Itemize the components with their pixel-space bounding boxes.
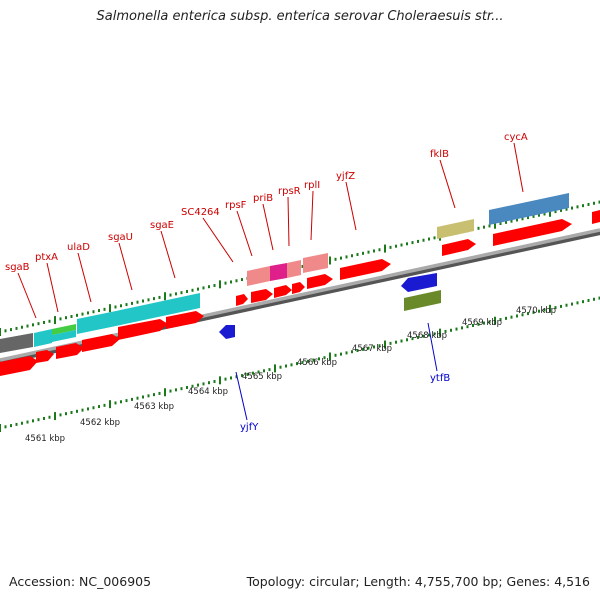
kbp-label: 4561 kbp — [25, 434, 65, 444]
cds-track-reverse — [219, 273, 441, 339]
leader-line — [345, 181, 357, 231]
cds-arrow — [118, 319, 168, 340]
gene-label-rplI: rplI — [304, 180, 320, 191]
gene-label-ytfB: ytfB — [430, 373, 450, 384]
feature-steelblue-cycA — [489, 193, 569, 225]
leader-line — [262, 203, 274, 251]
feature-pink-rpsR — [287, 260, 301, 278]
cds-arrow — [592, 210, 600, 224]
feature-magenta-priB — [270, 263, 287, 281]
cds-arrow — [442, 239, 476, 256]
gene-label-fklB: fklB — [430, 149, 449, 160]
leader-line — [427, 322, 438, 372]
kbp-label: 4567 kbp — [352, 344, 392, 354]
gene-label-sgaE: sgaE — [150, 220, 174, 231]
cds-arrow — [493, 219, 572, 246]
accession-text: Accession: NC_006905 — [9, 574, 152, 589]
leader-line — [235, 371, 248, 421]
gene-label-ptxA: ptxA — [35, 252, 58, 263]
leader-line — [160, 230, 176, 279]
cds-arrow — [236, 294, 248, 306]
feature-cyan-ulaD — [52, 330, 76, 342]
tick-row-lower — [0, 296, 600, 432]
kbp-label: 4562 kbp — [80, 418, 120, 428]
feature-pink-rpsF — [247, 266, 270, 286]
gene-label-SC4264: SC4264 — [181, 207, 220, 218]
cds-arrow — [274, 285, 292, 298]
cds-arrow — [82, 334, 120, 352]
cds-arrow — [251, 289, 273, 303]
cds-arrow-reverse-yjfY — [219, 325, 235, 339]
gene-label-rpsF: rpsF — [225, 200, 247, 211]
feature-green-ptxA — [52, 324, 76, 335]
gene-label-cycA: cycA — [504, 132, 528, 143]
cds-arrow-reverse-ytfB — [401, 273, 437, 292]
kbp-label: 4564 kbp — [188, 387, 228, 397]
gene-label-rpsR: rpsR — [278, 186, 301, 197]
gene-label-yjfZ: yjfZ — [336, 171, 355, 182]
kbp-label: 4563 kbp — [134, 402, 174, 412]
leader-line — [310, 190, 314, 241]
leader-line — [513, 142, 524, 193]
cds-arrow — [56, 343, 84, 359]
leader-line — [439, 159, 456, 209]
cds-arrow — [36, 350, 54, 363]
feature-cyan-ptxA — [34, 329, 52, 347]
feature-pink-rplI — [303, 253, 328, 273]
feature-track-colored — [0, 193, 569, 353]
feature-cyan-sgaE — [116, 293, 200, 326]
feature-gray — [0, 333, 33, 353]
gene-label-priB: priB — [253, 193, 273, 204]
feature-cyan-sgaU — [77, 311, 116, 334]
leader-line — [236, 210, 253, 257]
leader-line — [202, 217, 234, 263]
cds-track-forward — [0, 210, 600, 376]
gene-label-sgaU: sgaU — [108, 232, 133, 243]
kbp-label: 4565 kbp — [242, 372, 282, 382]
kbp-label: 4568 kbp — [407, 331, 447, 341]
leader-line — [118, 242, 133, 291]
gene-label-yjfY: yjfY — [240, 422, 259, 433]
cds-arrow — [340, 259, 391, 280]
gene-label-ulaD: ulaD — [67, 242, 90, 253]
kbp-label: 4566 kbp — [297, 358, 337, 368]
kbp-label: 4570 kbp — [516, 306, 556, 316]
cds-arrow — [292, 282, 305, 294]
cds-arrow — [166, 311, 204, 329]
cds-arrow — [0, 356, 38, 376]
label-leader-lines — [17, 142, 524, 421]
leader-line — [17, 272, 37, 319]
cds-arrow — [307, 274, 333, 289]
leader-line — [46, 262, 59, 313]
feature-olive-fklB — [437, 219, 474, 239]
leader-line — [287, 196, 290, 247]
leader-line — [77, 252, 92, 303]
genome-title: Salmonella enterica subsp. enterica sero… — [96, 9, 504, 24]
kbp-label: 4569 kbp — [462, 318, 502, 328]
genome-summary-text: Topology: circular; Length: 4,755,700 bp… — [246, 574, 590, 589]
gene-label-sgaB: sgaB — [5, 262, 30, 273]
feature-olive-ytfB — [404, 290, 441, 311]
